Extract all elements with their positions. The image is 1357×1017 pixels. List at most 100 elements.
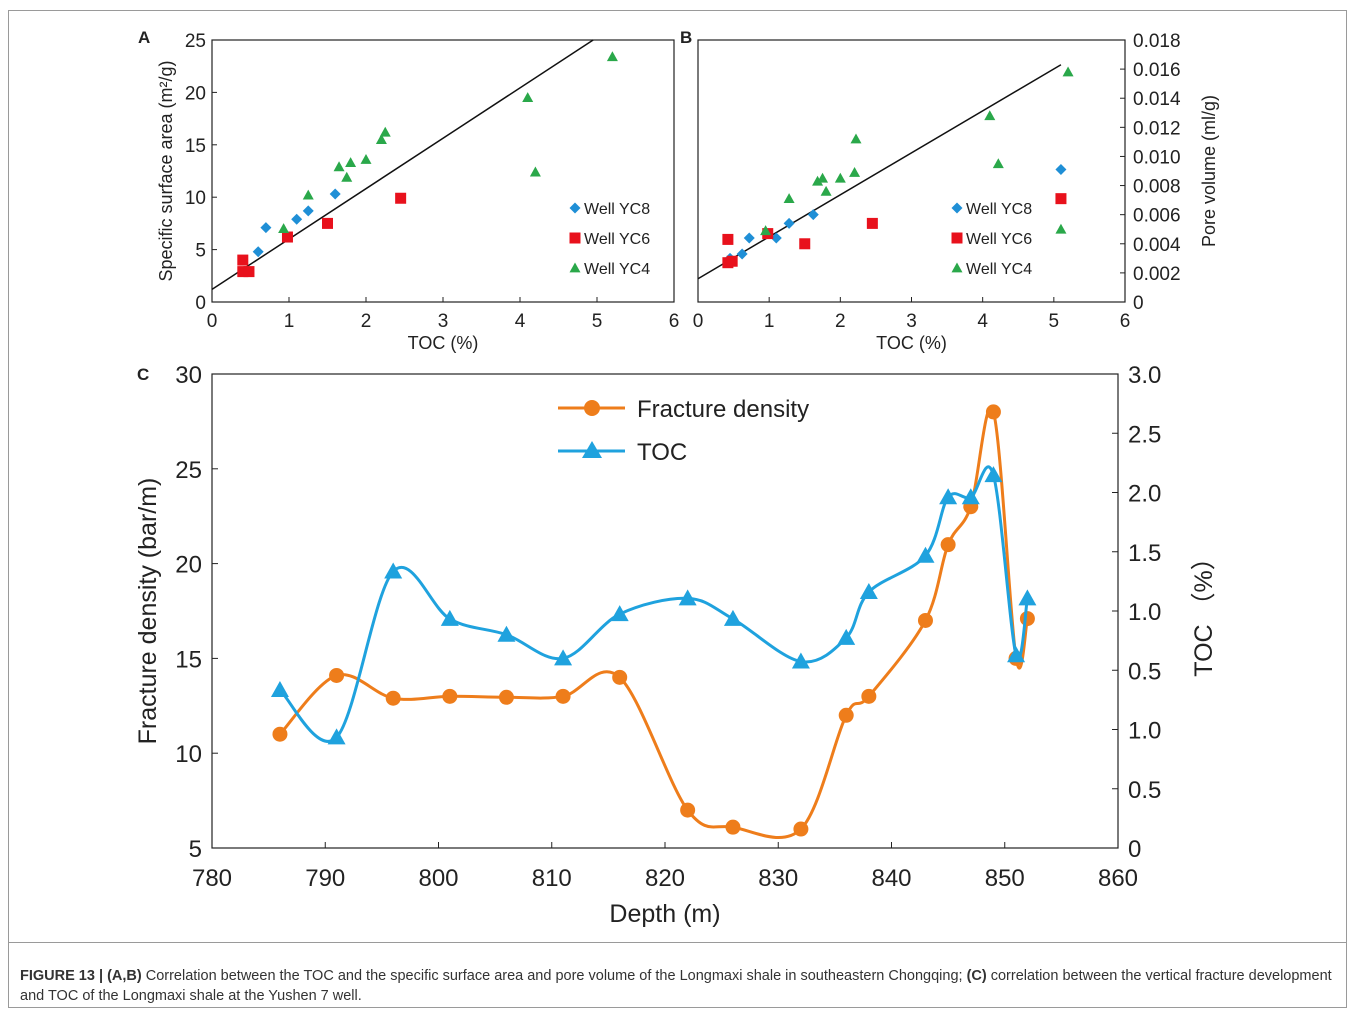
x-tick-label: 5 bbox=[592, 311, 603, 332]
y-tick-label: 0.010 bbox=[1133, 147, 1181, 168]
y-tick-label: 0.006 bbox=[1133, 206, 1181, 227]
legend-marker bbox=[569, 262, 581, 273]
y2-tick-label: 0 bbox=[1128, 836, 1141, 863]
toc-line bbox=[278, 465, 1029, 743]
data-point bbox=[442, 688, 458, 704]
data-point bbox=[939, 488, 958, 505]
data-point bbox=[379, 126, 391, 137]
data-point bbox=[360, 153, 372, 164]
x-tick-label: 840 bbox=[871, 865, 911, 892]
data-point bbox=[1062, 66, 1074, 77]
data-point bbox=[554, 649, 573, 666]
data-point bbox=[861, 688, 877, 704]
data-point bbox=[302, 189, 314, 200]
caption-panel-c: (C) bbox=[966, 968, 987, 984]
caption-separator bbox=[9, 942, 1346, 943]
panel-label: C bbox=[137, 365, 149, 384]
legend-label: Well YC4 bbox=[966, 261, 1032, 278]
y2-axis-label: TOC （%） bbox=[1190, 545, 1218, 677]
data-point bbox=[850, 133, 862, 144]
data-point bbox=[723, 609, 742, 626]
data-point bbox=[985, 404, 1001, 420]
caption-panels-ab: (A,B) bbox=[107, 968, 142, 984]
data-point bbox=[1055, 193, 1067, 205]
panel-b: B0 1 2 3 4 5 600.0020.0040.0060.0080.0100.0120… bbox=[680, 28, 1219, 353]
x-tick-label: 780 bbox=[192, 865, 232, 892]
y-tick-label: 15 bbox=[175, 646, 202, 673]
y-tick-label: 15 bbox=[185, 136, 206, 157]
panel-label: B bbox=[680, 28, 692, 47]
y-tick-label: 30 bbox=[175, 362, 202, 389]
x-axis-label: Depth (m) bbox=[609, 900, 720, 928]
panel-c: C 780 790 800 810 820 830 840 850 860 5 10 15 20 25 30 0… bbox=[134, 362, 1218, 928]
data-point bbox=[329, 188, 341, 200]
figure-frame bbox=[8, 10, 1347, 1008]
y2-tick-label: 0.5 bbox=[1128, 658, 1161, 685]
data-point bbox=[866, 217, 878, 229]
data-point bbox=[522, 92, 534, 103]
legend-label: Well YC6 bbox=[584, 231, 650, 248]
data-point bbox=[322, 217, 333, 229]
data-point bbox=[849, 166, 861, 177]
data-point bbox=[237, 266, 249, 278]
data-point bbox=[678, 589, 697, 606]
data-point bbox=[327, 728, 346, 745]
x-tick-label: 800 bbox=[418, 865, 458, 892]
data-point bbox=[793, 821, 809, 837]
y-tick-label: 0 bbox=[1133, 293, 1144, 314]
data-point bbox=[606, 51, 618, 62]
y2-tick-label: 3.0 bbox=[1128, 362, 1161, 389]
data-point bbox=[916, 546, 935, 563]
y-tick-label: 0 bbox=[195, 293, 206, 314]
caption-text-2: correlation between the vertical fractur… bbox=[20, 968, 1332, 1004]
data-point bbox=[791, 652, 810, 669]
x-tick-label: 820 bbox=[645, 865, 685, 892]
x-tick-label: 1 bbox=[284, 311, 295, 332]
data-point bbox=[770, 232, 782, 244]
x-axis-label: TOC (%) bbox=[408, 333, 479, 353]
data-point bbox=[281, 231, 293, 243]
y2-tick-label: 2.0 bbox=[1128, 481, 1161, 508]
legend-label: TOC bbox=[637, 439, 687, 466]
data-point bbox=[799, 238, 811, 250]
data-point bbox=[807, 209, 819, 221]
data-point bbox=[722, 233, 734, 245]
data-point bbox=[329, 667, 345, 683]
data-point bbox=[1018, 589, 1037, 606]
data-point bbox=[1019, 611, 1035, 627]
y-tick-label: 10 bbox=[175, 741, 202, 768]
x-tick-label: 0 bbox=[207, 311, 218, 332]
y-tick-label: 5 bbox=[189, 836, 202, 863]
panel-a: A 0 1 2 3 4 5 6 0 5 10 15 20 25 TOC (%) Specific surfac… bbox=[138, 28, 679, 353]
data-point bbox=[834, 172, 846, 183]
y-tick-label: 0.018 bbox=[1133, 31, 1181, 52]
fit-line bbox=[211, 39, 594, 291]
data-point bbox=[612, 669, 628, 685]
x-tick-label: 3 bbox=[438, 311, 449, 332]
y2-tick-label: 2.5 bbox=[1128, 421, 1161, 448]
data-point bbox=[272, 726, 288, 742]
data-point bbox=[743, 232, 755, 244]
legend-marker bbox=[584, 400, 600, 416]
x-tick-label: 860 bbox=[1098, 865, 1138, 892]
legend-label: Well YC4 bbox=[584, 261, 650, 278]
data-point bbox=[726, 255, 738, 267]
figure-caption: FIGURE 13 | (A,B) Correlation between th… bbox=[20, 966, 1340, 1006]
legend-marker bbox=[569, 232, 581, 244]
data-point bbox=[278, 223, 290, 234]
data-point bbox=[961, 488, 980, 505]
data-point bbox=[270, 681, 289, 697]
panel-label: A bbox=[138, 28, 150, 47]
data-point bbox=[497, 625, 516, 642]
y-tick-label: 0.002 bbox=[1133, 264, 1181, 285]
y2-tick-label: 1.5 bbox=[1128, 540, 1161, 567]
fit-line bbox=[697, 64, 1062, 280]
data-point bbox=[291, 213, 303, 225]
figure-label: FIGURE 13 | bbox=[20, 968, 104, 984]
data-point bbox=[498, 689, 514, 705]
data-point bbox=[555, 688, 571, 704]
x-tick-label: 790 bbox=[305, 865, 345, 892]
caption-text-1: Correlation between the TOC and the spec… bbox=[141, 968, 967, 984]
legend-marker bbox=[951, 232, 963, 244]
